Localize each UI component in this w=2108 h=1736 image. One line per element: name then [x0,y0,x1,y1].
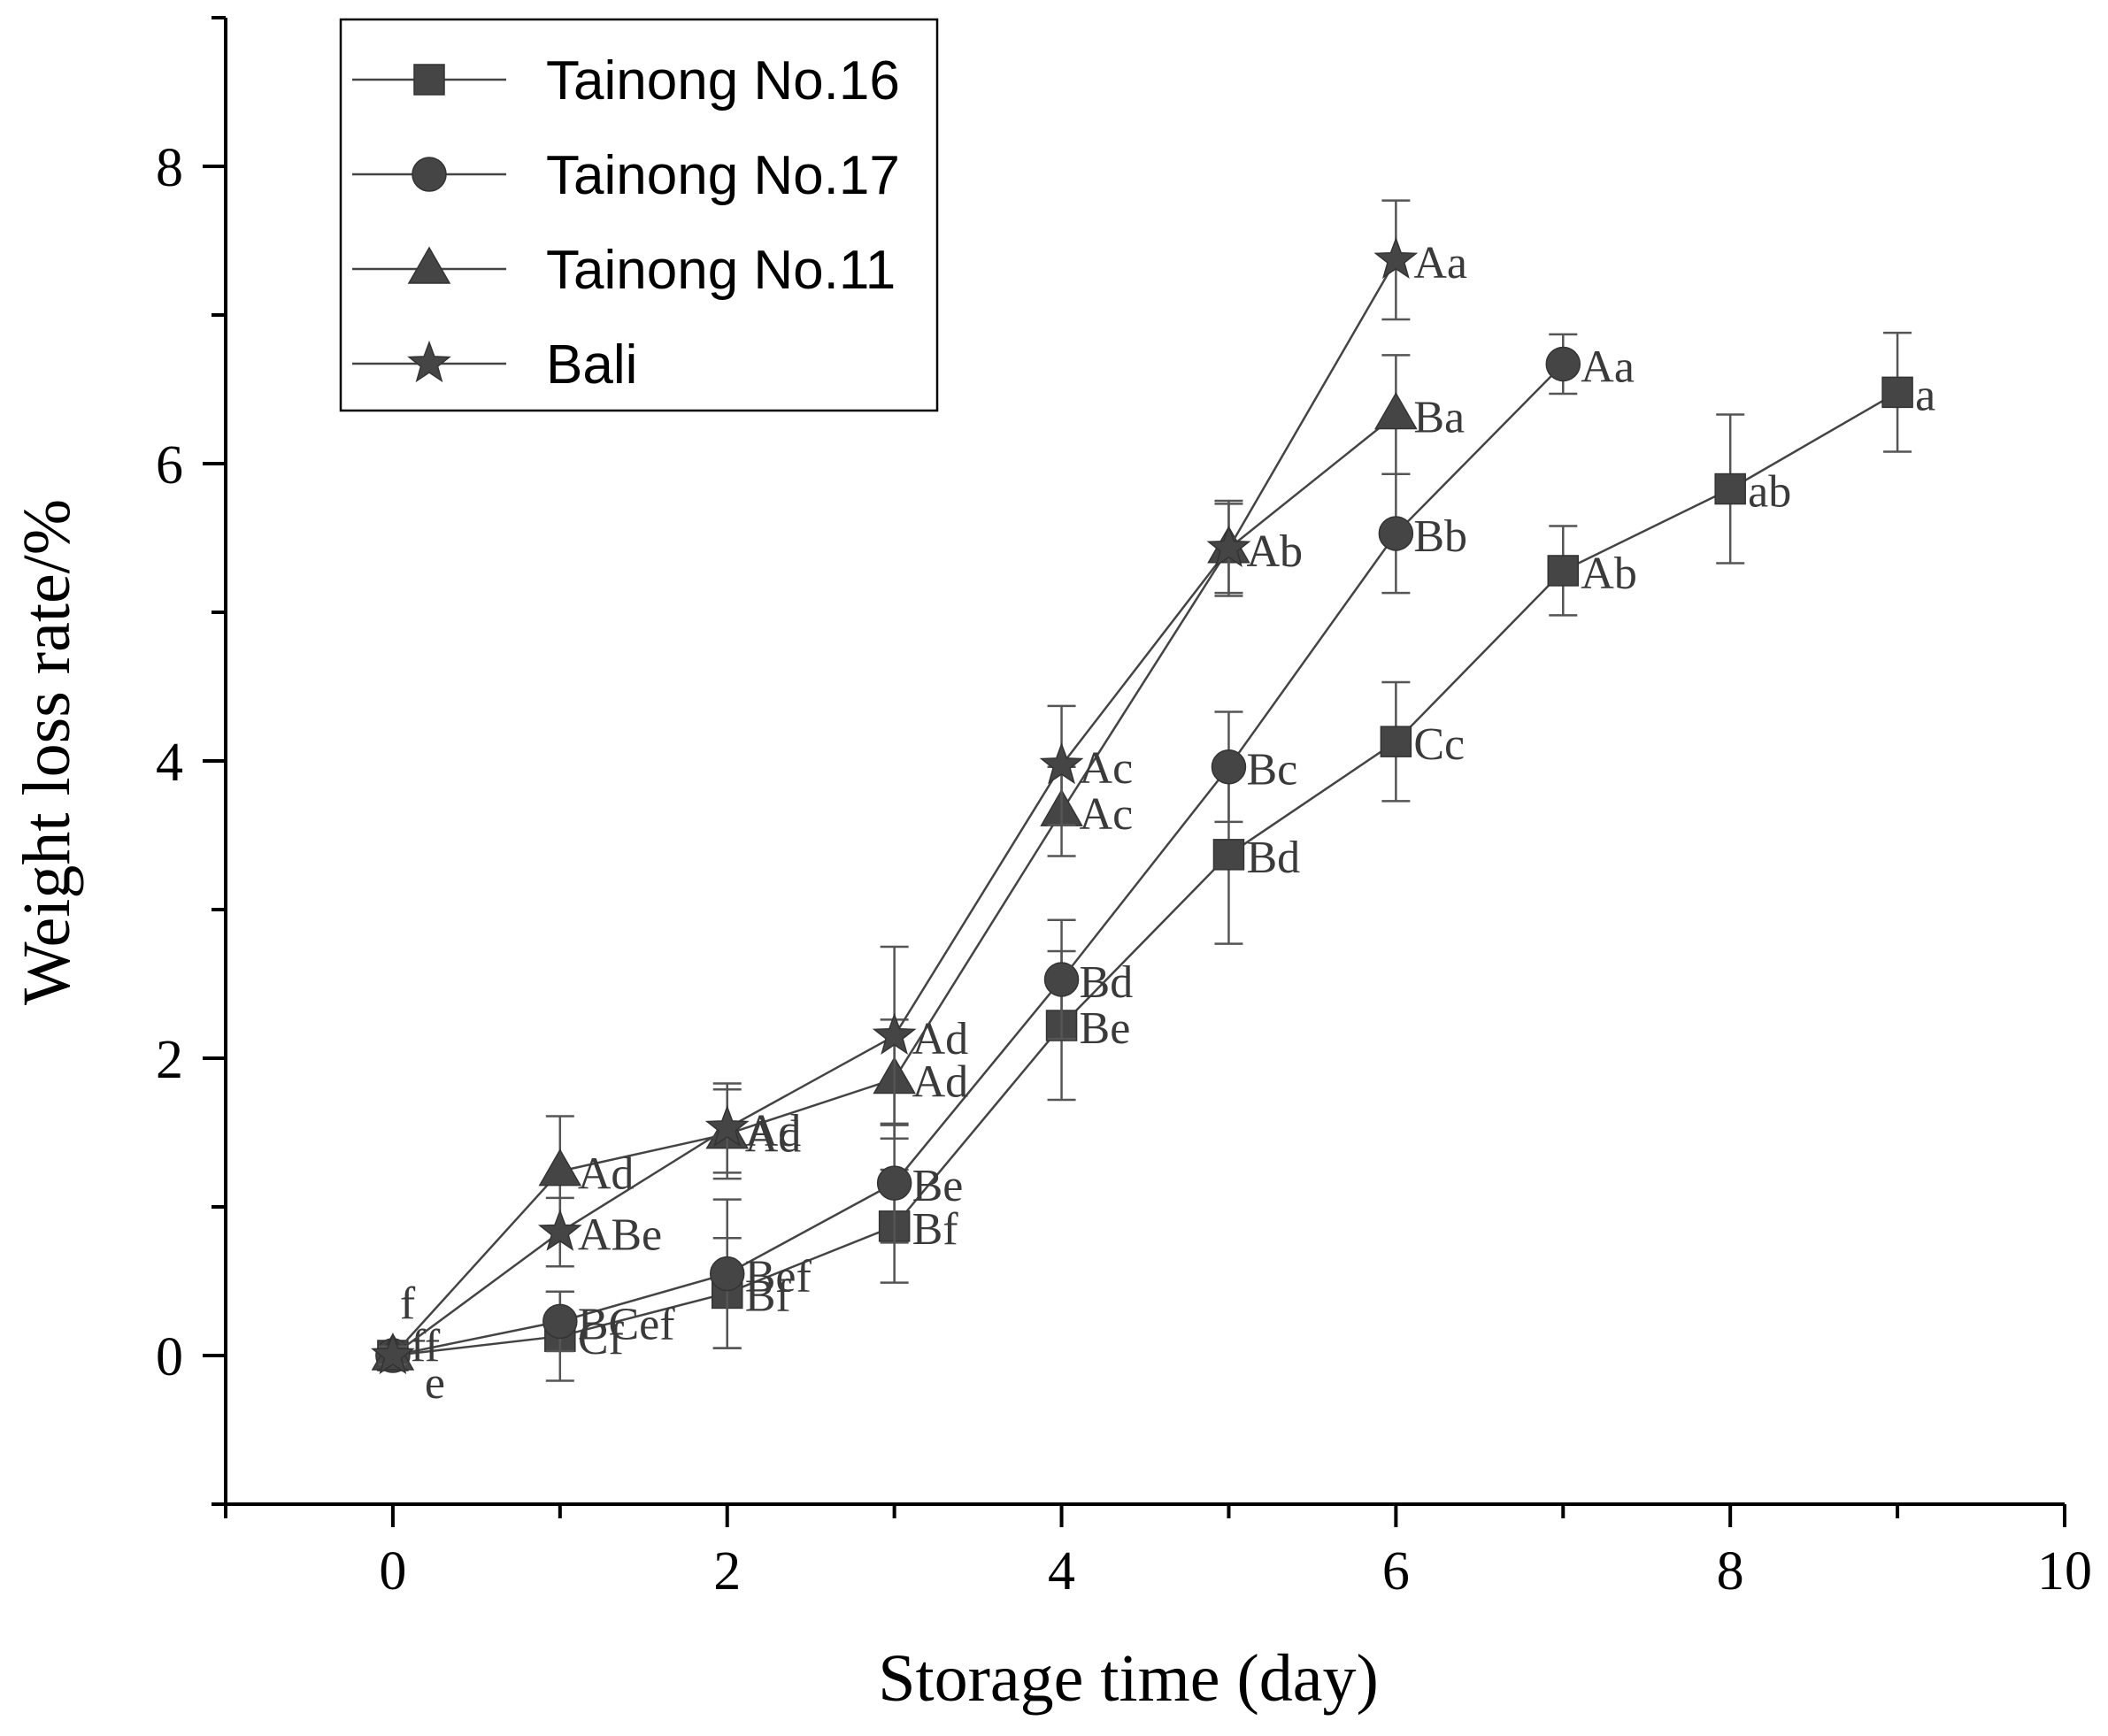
data-label: Ac [1080,789,1134,840]
legend-item: Tainong No.16 [352,50,900,111]
series-line [392,391,1898,1357]
y-tick-label: 0 [156,1327,183,1387]
data-label: Ba [1413,393,1465,443]
data-label: Cf [578,1314,625,1364]
data-label: Ad [912,1014,969,1064]
data-label: Bef [745,1252,812,1302]
data-label: ab [1748,467,1791,518]
data-point [1881,376,1913,409]
data-point [1714,472,1746,505]
legend-marker [407,246,451,284]
data-point [876,1165,912,1201]
data-label: Ab [1246,526,1303,577]
data-label: BCef [578,1299,675,1349]
x-tick-label: 10 [2037,1541,2092,1602]
data-label: Ac [1080,743,1134,794]
data-point [872,1012,917,1055]
legend-label: Tainong No.11 [546,240,896,301]
series-line [392,363,1565,1357]
x-tick-label: 6 [1382,1541,1410,1602]
data-point [1378,516,1414,551]
data-label: Ad [912,1057,969,1108]
data-label: Bc [1246,745,1297,795]
data-point [1039,741,1084,785]
data-point [709,1256,745,1292]
data-label: Bb [1413,511,1467,562]
data-point [1043,962,1080,997]
data-point [371,1332,415,1375]
data-label: Ab [1246,526,1303,577]
axis-ticks: 0 2 4 6 8 10 0 2 4 6 8 [156,16,2092,1602]
legend-label: Bali [546,334,637,396]
data-point [1545,346,1581,382]
data-label: Cc [1413,719,1465,770]
data-point [1373,236,1419,280]
data-label: Ad [745,1112,802,1163]
y-tick-label: 6 [156,435,183,495]
data-label: Ab [1581,549,1637,599]
y-tick-label: 2 [156,1030,183,1090]
x-tick-label: 0 [379,1541,406,1602]
x-tick-label: 8 [1717,1541,1744,1602]
y-tick-label: 8 [156,138,183,198]
data-point [704,1104,750,1148]
data-label: a [1915,370,1935,420]
data-label: f [400,1279,416,1329]
x-axis-title: Storage time (day) [878,1641,1379,1716]
data-point [1211,749,1247,785]
legend-marker [412,157,447,192]
legend-marker [413,64,445,96]
data-label: Bd [1246,833,1300,883]
data-point [1212,839,1245,871]
legend-item: Tainong No.11 [352,240,896,301]
data-label: e [425,1358,445,1409]
x-tick-label: 2 [713,1541,741,1602]
data-label: f [425,1321,441,1371]
data-label: Be [912,1161,964,1211]
data-point [537,1209,582,1251]
legend: Tainong No.16 Tainong No.17 Tainong No.11 B… [339,18,939,412]
data-label: Be [1080,1003,1131,1054]
data-point [538,1148,582,1187]
data-label: Aa [1413,238,1467,288]
data-label: Bd [1080,957,1134,1008]
data-point [1380,726,1412,757]
data-label: Bf [745,1271,792,1321]
data-point [1374,392,1418,430]
data-label: Aa [1581,342,1635,392]
y-tick-label: 4 [156,733,183,793]
legend-item: Tainong No.17 [352,145,900,206]
legend-marker [407,340,451,383]
x-tick-label: 4 [1048,1541,1075,1602]
legend-label: Tainong No.16 [546,50,900,111]
data-point [1206,525,1251,567]
legend-item: Bali [352,334,637,396]
data-point [542,1303,578,1340]
y-axis-title: Weight loss rate/% [10,499,84,1005]
legend-label: Tainong No.17 [546,145,900,206]
data-label: ABe [578,1210,662,1261]
data-label: Bf [912,1204,959,1255]
data-point [1547,555,1580,587]
data-label: Ad [745,1106,802,1156]
